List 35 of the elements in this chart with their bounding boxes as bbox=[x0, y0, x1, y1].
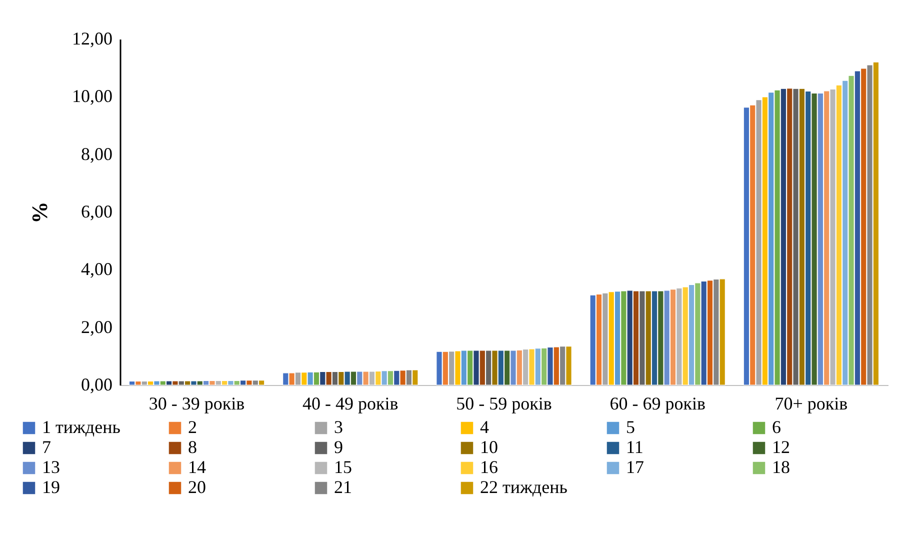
legend-label: 7 bbox=[42, 437, 51, 457]
legend-label: 11 bbox=[626, 437, 644, 457]
legend-label: 16 bbox=[480, 457, 498, 477]
y-tick-label: 8,00 bbox=[81, 144, 112, 164]
legend-label: 8 bbox=[188, 437, 197, 457]
x-tick-label: 50 - 59 років bbox=[456, 394, 552, 414]
legend-label: 17 bbox=[626, 457, 644, 477]
legend-label: 20 bbox=[188, 477, 206, 497]
x-tick-label: 40 - 49 років bbox=[302, 394, 398, 414]
legend-label: 15 bbox=[334, 457, 352, 477]
legend-label: 13 bbox=[42, 457, 60, 477]
legend-label: 6 bbox=[772, 417, 781, 437]
y-tick-label: 2,00 bbox=[81, 316, 112, 337]
legend-label: 2 bbox=[188, 417, 197, 437]
legend-label: 14 bbox=[188, 457, 206, 477]
legend-label: 4 bbox=[480, 417, 489, 437]
legend-label: 22 тиждень bbox=[480, 477, 568, 497]
legend-label: 19 bbox=[42, 477, 60, 497]
y-tick-label: 10,00 bbox=[72, 86, 112, 106]
x-tick-label: 30 - 39 років bbox=[148, 394, 245, 414]
y-axis-title: % bbox=[27, 202, 52, 224]
legend-label: 1 тиждень bbox=[42, 417, 120, 437]
legend-label: 12 bbox=[772, 437, 790, 457]
legend-label: 9 bbox=[334, 437, 343, 457]
legend-label: 3 bbox=[334, 417, 343, 437]
y-tick-label: 0,00 bbox=[81, 374, 112, 394]
legend-label: 10 bbox=[480, 437, 498, 457]
x-tick-label: 60 - 69 років bbox=[610, 394, 706, 414]
legend-label: 18 bbox=[772, 457, 790, 477]
y-tick-label: 12,00 bbox=[72, 28, 112, 48]
y-tick-label: 6,00 bbox=[81, 202, 112, 222]
legend-label: 21 bbox=[334, 477, 352, 497]
x-tick-label: 70+ років bbox=[774, 394, 848, 414]
y-tick-label: 4,00 bbox=[81, 259, 112, 280]
legend-label: 5 bbox=[626, 417, 635, 437]
